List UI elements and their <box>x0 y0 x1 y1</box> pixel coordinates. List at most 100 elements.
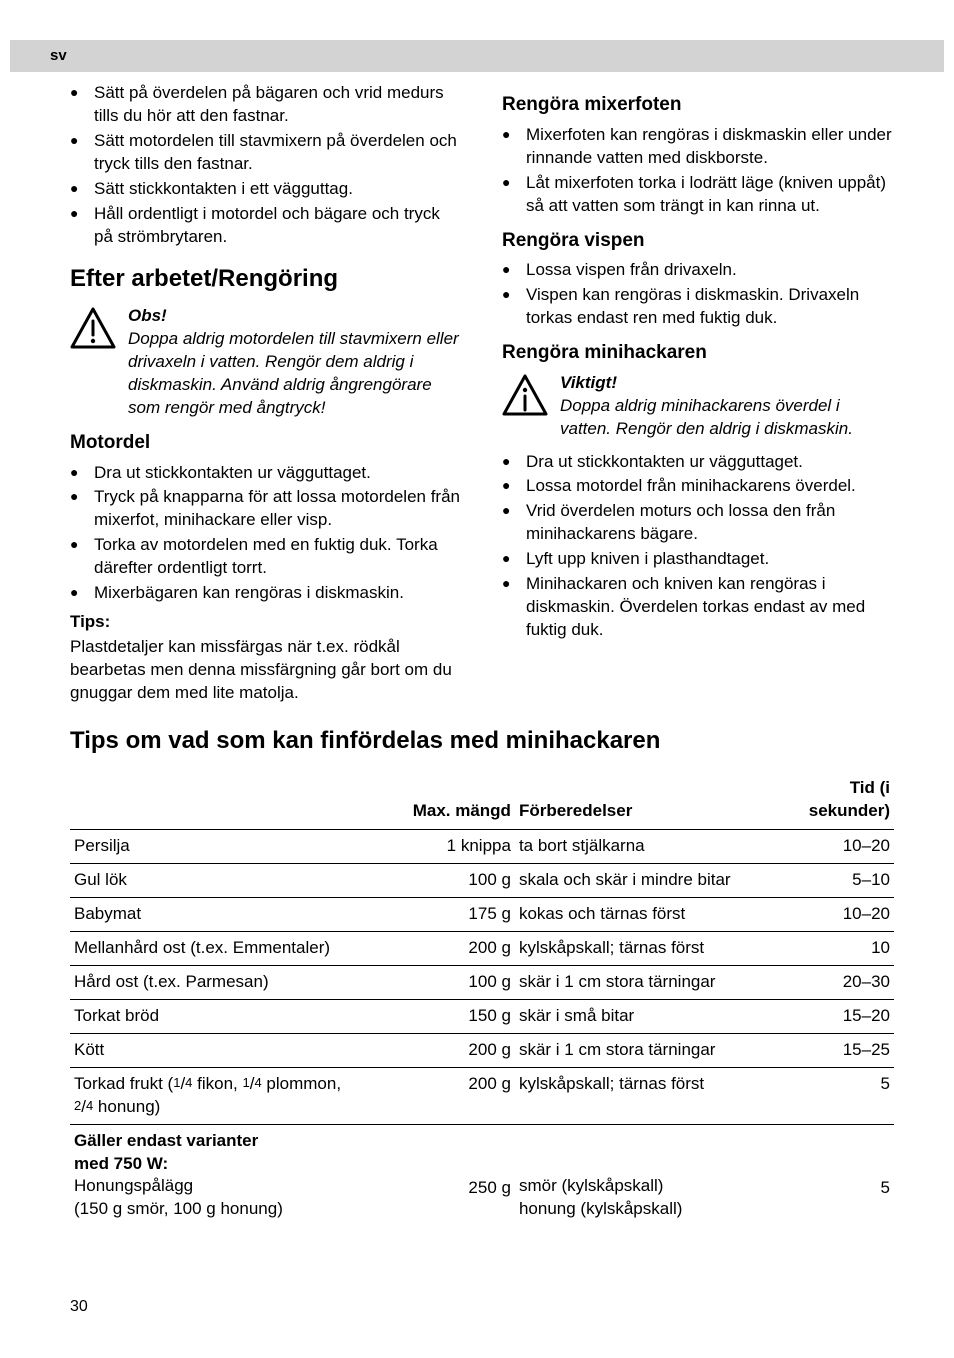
right-column: Rengöra mixerfoten Mixerfoten kan rengör… <box>502 82 894 705</box>
list-item: Håll ordentligt i motordel och bägare oc… <box>94 203 462 249</box>
section-line: (150 g smör, 100 g honung) <box>74 1199 283 1218</box>
cell-amount: 175 g <box>383 898 515 932</box>
vispen-list: Lossa vispen från drivaxeln. Vispen kan … <box>502 259 894 330</box>
th-amount: Max. mängd <box>383 771 515 829</box>
cell-item: Mellanhård ost (t.ex. Emmentaler) <box>70 931 383 965</box>
th-prep: Förberedelser <box>515 771 762 829</box>
warning-title: Viktigt! <box>560 372 894 395</box>
cell-item: Kött <box>70 1033 383 1067</box>
cell-prep: kylskåpskall; tärnas först <box>515 1067 762 1124</box>
table-row: Torkad frukt (1/4 fikon, 1/4 plommon, 2/… <box>70 1067 894 1124</box>
section-line: med 750 W: <box>74 1154 168 1173</box>
top-bullet-list: Sätt på överdelen på bägaren och vrid me… <box>70 82 462 249</box>
warning-icon <box>70 307 116 349</box>
table-row: Kött 200 g skär i 1 cm stora tärningar 1… <box>70 1033 894 1067</box>
frac-num: 1 <box>243 1075 250 1090</box>
tips-label: Tips: <box>70 611 462 634</box>
cell-amount: 150 g <box>383 999 515 1033</box>
language-header: sv <box>10 40 944 72</box>
section-heading: Efter arbetet/Rengöring <box>70 263 462 295</box>
page-number: 30 <box>70 1296 894 1318</box>
subheading: Rengöra vispen <box>502 228 894 254</box>
cell-time: 10 <box>762 931 894 965</box>
table-row: Gul lök 100 g skala och skär i mindre bi… <box>70 864 894 898</box>
table-row: Babymat 175 g kokas och tärnas först 10–… <box>70 898 894 932</box>
prep-line: smör (kylskåpskall) <box>519 1176 664 1195</box>
cell-prep: smör (kylskåpskall) honung (kylskåpskall… <box>515 1124 762 1226</box>
table-row: Mellanhård ost (t.ex. Emmentaler) 200 g … <box>70 931 894 965</box>
cell-time: 20–30 <box>762 965 894 999</box>
cell-amount: 1 knippa <box>383 830 515 864</box>
warning-title: Obs! <box>128 305 462 328</box>
list-item: Tryck på knapparna för att lossa motorde… <box>94 486 462 532</box>
list-item: Lyft upp kniven i plasthandtaget. <box>526 548 894 571</box>
list-item: Låt mixerfoten torka i lodrätt läge (kni… <box>526 172 894 218</box>
list-item: Dra ut stickkontakten ur vägguttaget. <box>526 451 894 474</box>
txt: plommon, <box>262 1074 341 1093</box>
th-item <box>70 771 383 829</box>
cell-prep: kylskåpskall; tärnas först <box>515 931 762 965</box>
mini-list: Dra ut stickkontakten ur vägguttaget. Lo… <box>502 451 894 643</box>
th-time: Tid (i sekunder) <box>762 771 894 829</box>
cell-amount: 250 g <box>383 1124 515 1226</box>
cell-time: 10–20 <box>762 830 894 864</box>
list-item: Minihackaren och kniven kan rengöras i d… <box>526 573 894 642</box>
list-item: Mixerbägaren kan rengöras i diskmaskin. <box>94 582 462 605</box>
txt: honung) <box>93 1097 160 1116</box>
time-text: 5 <box>881 1178 890 1197</box>
list-item: Mixerfoten kan rengöras i diskmaskin ell… <box>526 124 894 170</box>
warning-body: Viktigt! Doppa aldrig minihackarens över… <box>560 372 894 441</box>
cell-item: Babymat <box>70 898 383 932</box>
table-header-row: Max. mängd Förberedelser Tid (i sekunder… <box>70 771 894 829</box>
table-section-row: Gäller endast varianter med 750 W: Honun… <box>70 1124 894 1226</box>
cell-item: Torkad frukt (1/4 fikon, 1/4 plommon, 2/… <box>70 1067 383 1124</box>
amount-text: 250 g <box>468 1178 511 1197</box>
list-item: Torka av motordelen med en fuktig duk. T… <box>94 534 462 580</box>
txt: fikon, <box>192 1074 242 1093</box>
subheading: Motordel <box>70 430 462 456</box>
list-item: Vispen kan rengöras i diskmaskin. Drivax… <box>526 284 894 330</box>
list-item: Sätt motordelen till stavmixern på över­… <box>94 130 462 176</box>
cell-prep: kokas och tärnas först <box>515 898 762 932</box>
warning-box: Obs! Doppa aldrig motordelen till stav­m… <box>70 305 462 420</box>
frac-num: 1 <box>173 1075 180 1090</box>
frac-den: 4 <box>254 1075 261 1090</box>
cell-time: 15–25 <box>762 1033 894 1067</box>
two-column-layout: Sätt på överdelen på bägaren och vrid me… <box>70 82 894 705</box>
prep-line: honung (kylskåpskall) <box>519 1199 682 1218</box>
list-item: Dra ut stickkontakten ur vägguttaget. <box>94 462 462 485</box>
txt: Torkad frukt ( <box>74 1074 173 1093</box>
list-item: Lossa motordel från minihackarens överde… <box>526 475 894 498</box>
cell-prep: skär i 1 cm stora tärningar <box>515 965 762 999</box>
motordel-list: Dra ut stickkontakten ur vägguttaget. Tr… <box>70 462 462 606</box>
cell-prep: skär i 1 cm stora tärningar <box>515 1033 762 1067</box>
cell-prep: skär i små bitar <box>515 999 762 1033</box>
cell-time: 5–10 <box>762 864 894 898</box>
section-line: Gäller endast varianter <box>74 1131 258 1150</box>
cell-item: Torkat bröd <box>70 999 383 1033</box>
table-row: Torkat bröd 150 g skär i små bitar 15–20 <box>70 999 894 1033</box>
cell-time: 15–20 <box>762 999 894 1033</box>
table-row: Persilja 1 knippa ta bort stjälkarna 10–… <box>70 830 894 864</box>
subheading: Rengöra minihackaren <box>502 340 894 366</box>
table-row: Hård ost (t.ex. Parmesan) 100 g skär i 1… <box>70 965 894 999</box>
mixerfot-list: Mixerfoten kan rengöras i diskmaskin ell… <box>502 124 894 218</box>
cell-time: 10–20 <box>762 898 894 932</box>
table-title: Tips om vad som kan finfördelas med mini… <box>70 725 894 757</box>
cell-amount: 100 g <box>383 864 515 898</box>
tips-text: Plastdetaljer kan missfärgas när t.ex. r… <box>70 636 462 705</box>
list-item: Vrid överdelen moturs och lossa den från… <box>526 500 894 546</box>
cell-item: Gul lök <box>70 864 383 898</box>
cell-amount: 100 g <box>383 965 515 999</box>
list-item: Sätt stickkontakten i ett vägguttag. <box>94 178 462 201</box>
warning-box: Viktigt! Doppa aldrig minihackarens över… <box>502 372 894 441</box>
subheading: Rengöra mixerfoten <box>502 92 894 118</box>
cell-prep: ta bort stjälkarna <box>515 830 762 864</box>
cell-amount: 200 g <box>383 1067 515 1124</box>
frac-num: 2 <box>74 1098 81 1113</box>
cell-time: 5 <box>762 1067 894 1124</box>
left-column: Sätt på överdelen på bägaren och vrid me… <box>70 82 462 705</box>
warning-body: Obs! Doppa aldrig motordelen till stav­m… <box>128 305 462 420</box>
list-item: Lossa vispen från drivaxeln. <box>526 259 894 282</box>
cell-time: 5 <box>762 1124 894 1226</box>
